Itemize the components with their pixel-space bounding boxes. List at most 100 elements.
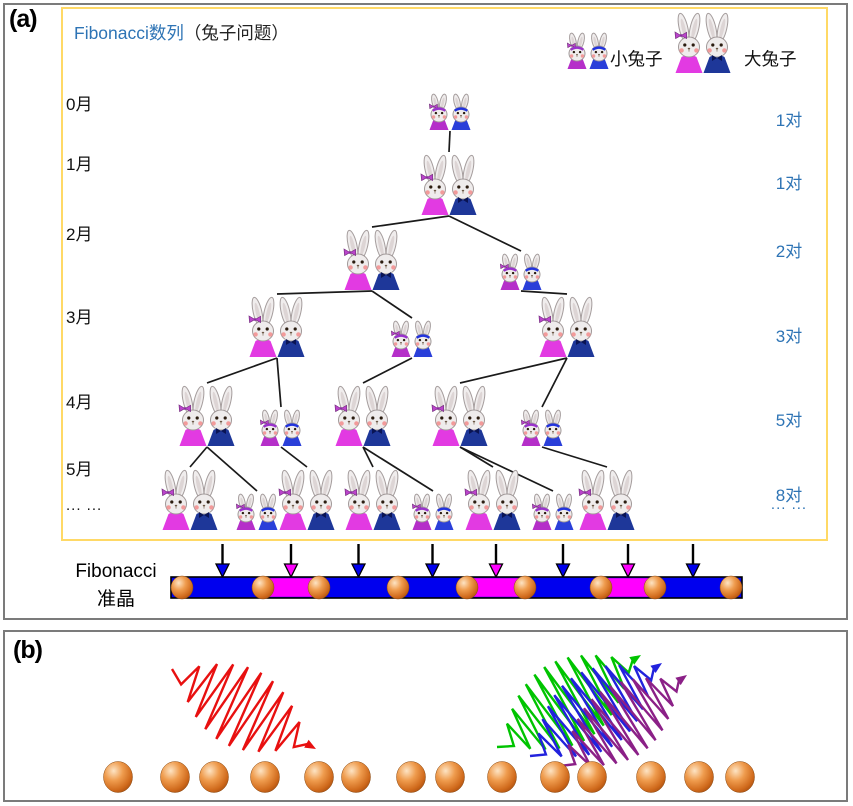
atom-sphere-icon [684,761,714,793]
big-rabbit-pair [538,296,595,357]
atom-sphere-icon [435,761,465,793]
pair-count-label: 3对 [775,327,803,346]
pair-count-label: 8对 [775,486,803,505]
short-segment [467,578,525,597]
bowtie-icon [576,339,586,345]
hair-bow-icon [278,488,291,497]
atom-sphere-icon [103,761,133,793]
panel-b-tag: (b) [13,636,43,664]
tree-edges [189,130,608,492]
atom-sphere-icon [577,761,607,793]
wave-arrowhead-green-icon [629,655,641,665]
hair-bow-icon [260,419,269,426]
headband-icon [454,107,468,112]
small-rabbit-pair [236,493,278,530]
bowtie-icon [616,512,626,518]
headband-icon [432,107,446,112]
down-arrow-icon [620,563,636,579]
wave-packet-green [496,654,634,751]
month-label: 2月 [66,225,93,244]
tree-edge [448,130,451,153]
bar-atom-sphere [643,575,667,600]
headband-icon [535,507,549,512]
headband-icon [570,46,584,51]
bowtie-icon [216,428,226,434]
atom-sphere-icon [160,761,190,793]
small-rabbit-pair [521,409,563,446]
atom-sphere-icon [540,761,570,793]
atom-sphere-icon [250,761,280,793]
hair-bow-icon [674,31,687,40]
quasicrystal-label-line2: 准晶 [96,589,135,610]
atom-sphere-icon [396,761,426,793]
big-rabbit-pair [578,469,635,530]
pair-count-label: 1对 [775,174,803,193]
figure-title: Fibonacci数列（兔子问题） [74,20,289,45]
hair-bow-icon [567,42,576,49]
hair-bow-icon [178,404,191,413]
bowtie-icon [458,197,468,203]
big-rabbit-pair [248,296,305,357]
legend-big-rabbit-label: 大兔子 [744,49,797,69]
rabbit-tree [161,93,635,530]
small-rabbit-pair [412,493,454,530]
wave-arrowhead-blue-icon [650,663,662,673]
big-rabbit-pair [431,385,488,446]
tree-edge [206,357,278,384]
title-black-part: （兔子问题） [183,23,289,43]
small-rabbit-pair [500,253,542,290]
bar-atom-sphere [589,575,613,600]
hair-bow-icon [431,404,444,413]
tree-edge [276,290,373,295]
atom-sphere-icon [636,761,666,793]
hair-bow-icon [391,330,400,337]
bowtie-icon [382,512,392,518]
tree-edge [520,290,568,295]
wave-arrowhead-purple-icon [675,675,687,686]
headband-icon [261,507,275,512]
down-arrow-icon [350,563,367,579]
small-rabbit-pair [391,320,433,357]
tree-edge [206,446,258,492]
bar-atom-sphere [251,575,275,600]
big-rabbit-pair [161,469,218,530]
bar-atom-sphere [455,575,479,600]
atom-sphere-icon [725,761,755,793]
wave-packet-red [170,663,308,753]
big-rabbit-pair [178,385,235,446]
small-rabbit-pair [532,493,574,530]
hair-bow-icon [429,103,438,110]
bowtie-icon [502,512,512,518]
month-label: 1月 [66,155,93,174]
headband-icon [415,507,429,512]
hair-bow-icon [248,315,261,324]
tree-edge [280,446,308,468]
headband-icon [524,423,538,428]
big-rabbit-pair [420,154,477,215]
wave-packet-blue [529,664,655,758]
bowtie-icon [316,512,326,518]
hair-bow-icon [334,404,347,413]
big-rabbit-pair [464,469,521,530]
down-arrow-icon [555,563,571,579]
atom-sphere-icon [341,761,371,793]
hair-bow-icon [464,488,477,497]
month-label: 3月 [66,308,93,327]
mapping-arrows [214,544,701,579]
bowtie-icon [381,272,391,278]
tree-edge [362,357,413,384]
tree-edge [276,357,282,408]
hair-bow-icon [236,503,245,510]
wave-packet-purple [559,677,681,768]
down-arrow-icon [214,563,231,579]
hair-bow-icon [161,488,174,497]
hair-bow-icon [500,263,509,270]
pair-count-label: 1对 [775,111,803,130]
pair-count-label: 5对 [775,411,803,430]
headband-icon [525,267,539,272]
hair-bow-icon [343,248,356,257]
atom-sphere-icon [304,761,334,793]
big-rabbit-pair [334,385,391,446]
down-arrow-icon [685,563,701,579]
down-arrow-icon [283,563,299,579]
